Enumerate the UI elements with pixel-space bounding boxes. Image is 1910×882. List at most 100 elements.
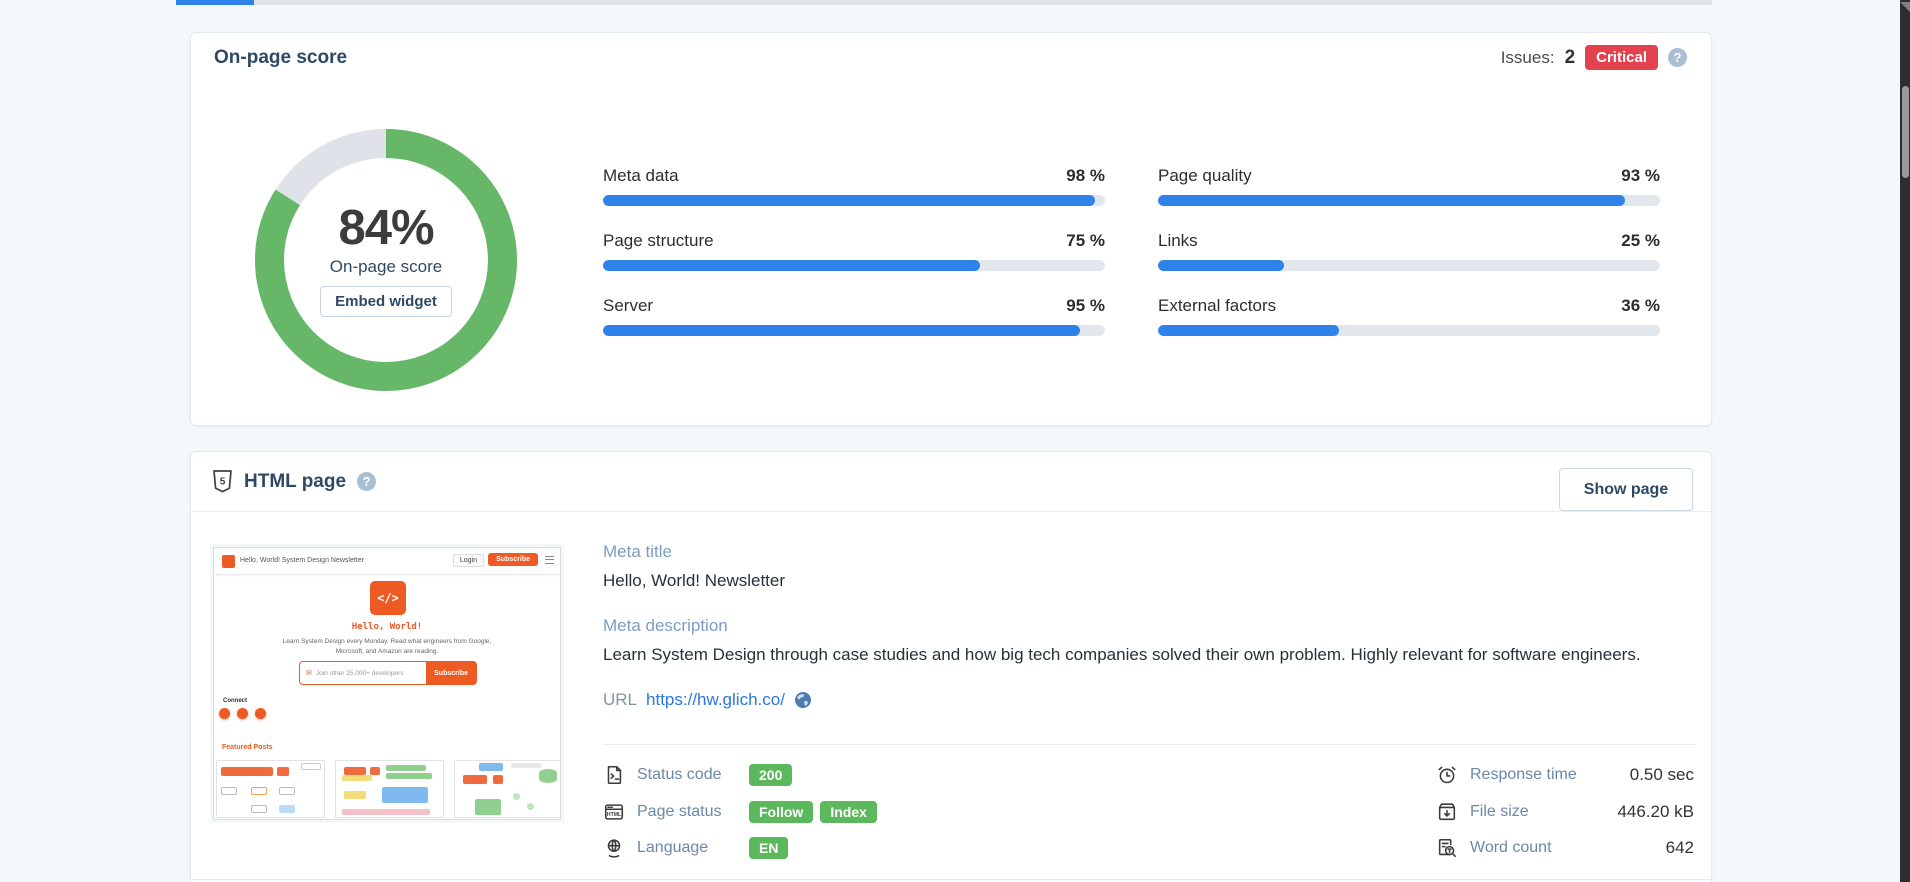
tab-indicator-active [176,0,254,5]
donut-center: 84% On-page score Embed widget [255,129,517,391]
html5-shield-icon: 5 [213,470,232,493]
thumbnail-hero-title: Hello, World! [351,622,423,632]
embed-widget-button[interactable]: Embed widget [320,285,452,317]
html-page-card: 5 HTML page ? Show page </> Hello, World… [190,451,1712,882]
bar-track [1158,195,1660,206]
file-size-value: 446.20 kB [1617,802,1694,821]
bar-track [1158,260,1660,271]
meta-title-label: Meta title [603,542,672,561]
onpage-score-title: On-page score [214,47,348,68]
thumbnail-navbar: Hello, World! System Design Newsletter L… [214,548,560,574]
show-page-button[interactable]: Show page [1559,468,1693,511]
response-time-value: 0.50 sec [1629,765,1694,784]
url-link[interactable]: https://hw.glich.co/ [646,690,785,709]
onpage-score-card: On-page score Issues: 2 Critical ? 84% O… [190,32,1712,426]
card-bottom-divider [191,879,1711,880]
stat-file-size: File size 446.20 kB [1436,799,1694,825]
file-size-icon [1438,803,1456,821]
language-badge: EN [749,837,789,859]
bar-track [603,260,1105,271]
bar-value: 36 % [1621,296,1660,315]
stat-label: File size [1470,803,1529,820]
thumbnail-post-card [454,760,560,818]
thumbnail-tagline: Learn System Design every Monday. Read w… [282,638,492,645]
stat-word-count: Word count 642 [1436,835,1694,861]
open-page-globe-icon[interactable] [794,691,812,709]
score-bar-links: Links 25 % [1158,231,1660,271]
page-status-icon: HTML [604,804,624,820]
bar-track [603,195,1105,206]
onpage-score-caption: On-page score [329,256,443,276]
bar-value: 98 % [1066,166,1105,185]
score-bar-page-structure: Page structure 75 % [603,231,1105,271]
language-icon [607,839,621,858]
thumbnail-menu-icon [545,556,554,564]
score-bars-column-1: Meta data 98 % Page structure 75 % Server 9… [603,166,1105,361]
mail-icon: ✉ [306,670,312,677]
help-icon[interactable]: ? [1668,48,1687,67]
tab-indicator-strip [0,0,1712,5]
bar-track [603,325,1105,336]
bar-fill [603,195,1095,206]
stat-page-status: HTML Page status Follow Index [603,799,877,825]
donut-progress-arc [255,129,517,391]
thumbnail-nav-brand: Hello, World! System Design Newsletter [240,557,364,564]
status-code-icon [607,765,622,785]
bar-fill [603,260,980,271]
thumbnail-subscribe-button: Subscribe [426,662,476,684]
word-count-value: 642 [1665,838,1694,857]
thumbnail-nav-subscribe: Subscribe [488,553,538,566]
svg-text:5: 5 [220,477,226,488]
thumbnail-nav-login: Login [452,554,484,567]
bar-value: 95 % [1066,296,1105,315]
thumbnail-logo: </> [370,581,406,615]
stat-response-time: Response time 0.50 sec [1436,762,1694,788]
stat-language: Language EN [603,835,789,861]
bar-label: Links [1158,231,1198,250]
scrollbar-thumb[interactable] [1901,86,1909,178]
scrollbar[interactable] [1900,0,1910,882]
bar-fill [1158,195,1625,206]
page-status-badge-index: Index [820,801,877,823]
thumbnail-social-icon [255,708,266,719]
bar-value: 75 % [1066,231,1105,250]
stats-divider [603,744,1696,745]
thumbnail-tagline: Microsoft, and Amazon are reading. [335,648,439,655]
url-label: URL [603,690,638,709]
thumbnail-subscribe-placeholder: Join other 25,000+ developers [315,669,404,677]
thumbnail-nav-logo [222,555,235,568]
thumbnail-featured-label: Featured Posts [222,744,273,751]
thumbnail-social-icon [237,708,248,719]
bar-label: Server [603,296,654,315]
scrollbar-corner [1900,2,1910,12]
meta-info-column: Meta title Hello, World! Newsletter Meta… [603,542,1696,710]
critical-badge: Critical [1585,45,1658,70]
bar-fill [1158,325,1339,336]
thumbnail-subscribe-box: ✉ Join other 25,000+ developers Subscrib… [299,661,477,685]
svg-text:HTML: HTML [607,812,621,818]
html-page-card-header: 5 HTML page ? Show page [191,452,1711,512]
score-bars-column-2: Page quality 93 % Links 25 % External fact… [1158,166,1660,361]
score-bar-external-factors: External factors 36 % [1158,296,1660,336]
bar-fill [603,325,1080,336]
bar-fill [1158,260,1284,271]
issues-summary: Issues: 2 Critical ? [1501,45,1687,70]
bar-label: Page structure [603,231,714,250]
html-page-title: HTML page [244,470,347,492]
bar-label: External factors [1158,296,1277,315]
help-icon[interactable]: ? [357,472,377,491]
thumbnail-post-card [335,760,444,818]
meta-title-value: Hello, World! Newsletter [603,571,786,590]
bar-value: 93 % [1621,166,1660,185]
meta-description-label: Meta description [603,616,728,635]
bar-label: Meta data [603,166,679,185]
thumbnail-post-card [216,760,325,818]
page-thumbnail[interactable]: </> Hello, World! Learn System Design ev… [213,547,561,820]
page-status-badge-follow: Follow [749,801,814,823]
status-code-badge: 200 [749,764,793,786]
onpage-score-value: 84% [338,201,434,256]
stat-label: Status code [637,766,722,783]
score-donut-chart [255,129,517,391]
word-count-icon [1438,838,1457,858]
score-bar-server: Server 95 % [603,296,1105,336]
